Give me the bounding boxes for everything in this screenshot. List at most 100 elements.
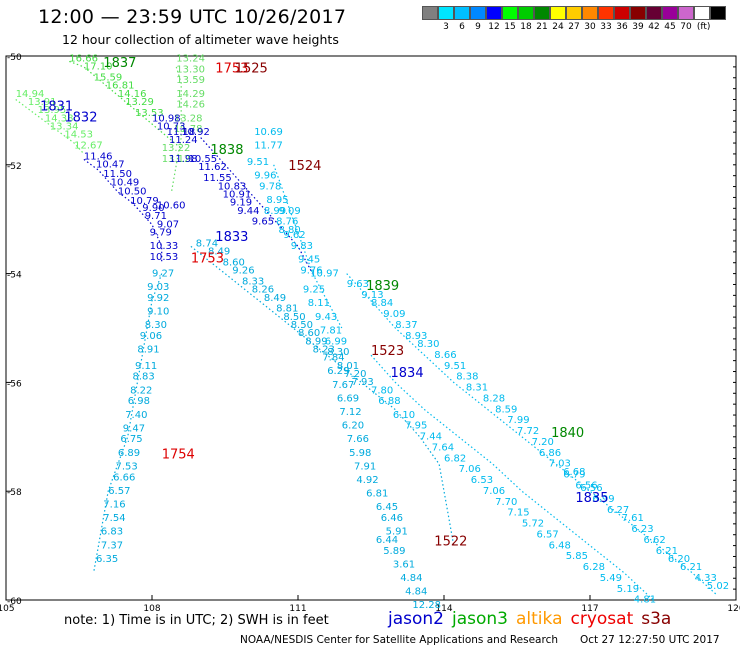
legend-swatch [646,6,662,20]
lat-tick-label: -50 [7,53,22,63]
wave-height-value: 8.33 [242,277,264,288]
wave-height-value: 5.72 [522,519,544,530]
wave-height-value: 7.81 [320,325,342,336]
wave-height-value: 8.95 [266,195,288,206]
wave-height-value: 7.16 [103,500,125,511]
lon-tick-label: 120 [727,604,740,614]
wave-height-value: 7.64 [432,442,454,453]
wave-height-value: 4.84 [405,587,427,598]
wave-height-value: 6.99 [325,336,347,347]
wave-height-value: 13.24 [176,53,205,64]
wave-height-value: 8.50 [283,312,305,323]
wave-height-value: 9.45 [298,255,320,266]
wave-height-value: 10.69 [254,127,283,138]
wave-height-value: 9.09 [383,309,405,320]
legend-label: 21 [536,22,548,32]
pass-number-label: 1837 [103,56,136,71]
legend-label: 12 [488,22,500,32]
wave-height-value: 9.63 [347,279,369,290]
wave-height-value: 9.26 [232,266,254,277]
pass-number-label: 1832 [64,110,97,125]
wave-height-value: 13.95 [38,105,67,116]
wave-height-value: 9.96 [254,170,276,181]
wave-height-value: 8.93 [405,331,427,342]
wave-height-value: 8.49 [208,247,230,258]
wave-height-value: 11.77 [254,141,283,152]
pass-number-label: 1835 [575,491,608,506]
wave-height-value: 6.89 [118,448,140,459]
legend-label: 33 [600,22,612,32]
wave-height-value: 6.68 [563,467,585,478]
wave-height-value: 14.29 [176,89,205,100]
wave-height-value: 11.18 [167,127,196,138]
legend-label: 30 [584,22,596,32]
wave-height-value: 6.10 [393,410,415,421]
wave-height-value: 9.78 [259,181,281,192]
wave-height-value: 11.62 [198,162,227,173]
wave-height-value: 6.69 [337,393,359,404]
lon-tick-label: 108 [143,604,160,614]
wave-height-value: 10.47 [96,160,125,171]
mission-s3a: s3a [641,609,672,629]
pass-number-label: 1523 [371,344,404,359]
legend-swatch [710,6,726,20]
wave-height-value: 11.55 [203,173,232,184]
wave-height-value: 5.89 [383,546,405,557]
altimeter-track [69,60,182,149]
wave-height-value: 8.99 [305,336,327,347]
wave-height-value: 8.30 [417,339,439,350]
wave-height-value: 8.60 [298,328,320,339]
legend-swatch [486,6,502,20]
wave-height-value: 9.19 [230,198,252,209]
wave-height-value: 14.38 [45,113,74,124]
wave-height-value: 7.20 [532,437,554,448]
map-title: 12:00 — 23:59 UTC 10/26/2017 [38,6,347,28]
wave-height-value: 9.43 [315,312,337,323]
wave-height-value: 6.56 [575,481,597,492]
wave-height-value: 9.51 [247,157,269,168]
wave-height-value: 8.84 [371,298,393,309]
wave-height-value: 17.10 [84,62,113,73]
wave-height-value: 9.47 [123,423,145,434]
wave-height-value: 6.29 [327,366,349,377]
legend-unit: (ft) [696,22,711,32]
wave-height-value: 8.23 [313,345,335,356]
lat-tick-label: -58 [7,488,22,498]
wave-height-value: 11.50 [103,169,132,180]
wave-height-value: 9.07 [157,219,179,230]
wave-height-value: 10.55 [189,154,218,165]
wave-height-value: 6.23 [631,524,653,535]
mission-altika: altika [516,609,563,629]
legend-swatch [454,6,470,20]
wave-height-value: 11.24 [169,135,198,146]
wave-height-value: 7.40 [125,410,147,421]
wave-height-value: 9.10 [147,306,169,317]
wave-height-value: 9.51 [444,361,466,372]
wave-height-value: 8.31 [466,383,488,394]
wave-height-value: 8.38 [456,372,478,383]
wave-height-value: 8.30 [327,347,349,358]
lon-tick-label: 114 [435,604,452,614]
wave-height-value: 9.13 [361,290,383,301]
wave-height-value: 7.95 [405,421,427,432]
wave-height-value: 7.66 [347,434,369,445]
wave-height-value: 3.61 [393,559,415,570]
wave-height-value: 11.46 [84,151,113,162]
wave-height-value: 9.83 [291,241,313,252]
wave-height-value: 9.79 [150,228,172,239]
legend-label: 27 [568,22,580,32]
pass-number-label: 1838 [210,143,243,158]
wave-height-value: 7.84 [322,353,344,364]
wave-height-value: 4.84 [400,573,422,584]
wave-height-value: 6.83 [101,527,123,538]
legend-swatch [598,6,614,20]
altimeter-track [273,164,343,329]
wave-height-value: 9.44 [237,206,259,217]
wave-height-value: 7.61 [622,513,644,524]
wave-height-value: 5.02 [707,581,729,592]
wave-height-value: 10.92 [181,127,210,138]
wave-height-value: 7.06 [483,486,505,497]
pass-number-label: 1833 [215,230,248,245]
legend-label: 3 [443,22,449,32]
legend-label: 45 [664,22,676,32]
